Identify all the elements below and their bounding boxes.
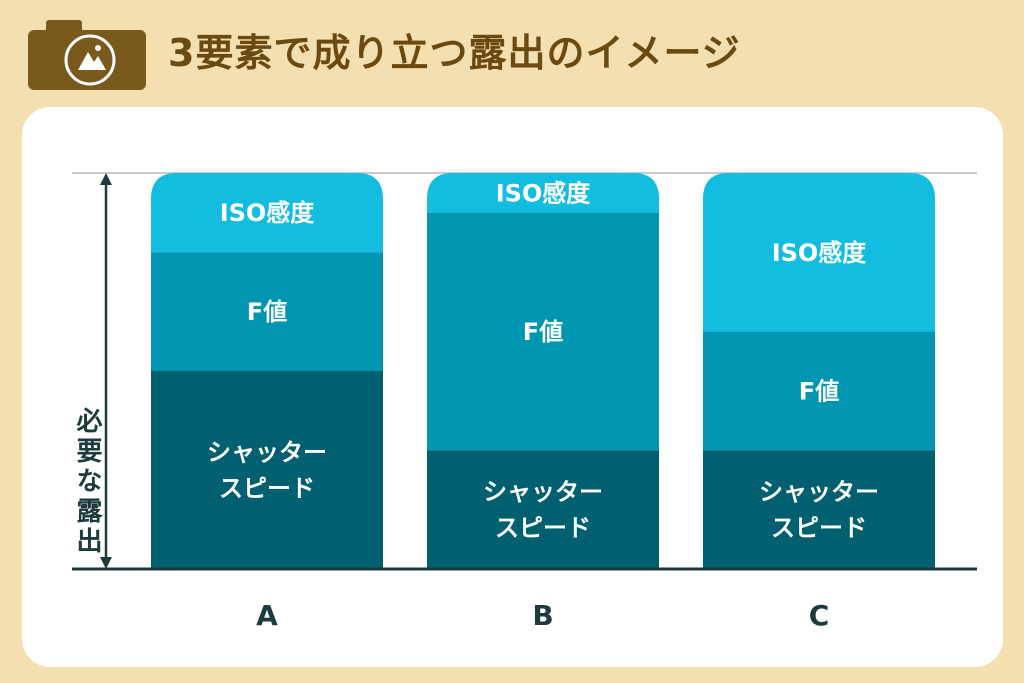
bar-segment-label: スピード xyxy=(771,514,867,542)
camera-logo-icon xyxy=(28,20,146,90)
bar-segment-c-0 xyxy=(703,450,935,569)
bar-segment-label: スピード xyxy=(495,514,591,542)
bar-segment-label: シャッター xyxy=(207,439,327,467)
category-label-a: A xyxy=(256,599,278,632)
y-axis-label: 必要な露出 xyxy=(72,407,102,557)
bar-segment-a-1 xyxy=(151,252,383,371)
bar-segment-label: ISO感度 xyxy=(220,199,316,227)
bar-segment-b-0 xyxy=(427,450,659,569)
bar-segment-b-1 xyxy=(427,212,659,451)
category-label-b: B xyxy=(532,599,553,632)
bar-segment-label: シャッター xyxy=(483,478,603,506)
arrow-up-icon xyxy=(100,173,112,185)
category-label-c: C xyxy=(809,599,830,632)
bar-segment-label: F値 xyxy=(247,298,287,326)
bar-segment-label: シャッター xyxy=(759,478,879,506)
bar-segment-c-2 xyxy=(703,173,935,332)
bar-segment-a-0 xyxy=(151,371,383,569)
bar-segment-a-2 xyxy=(151,173,383,253)
page-title: 3要素で成り立つ露出のイメージ xyxy=(168,31,741,75)
header: 3要素で成り立つ露出のイメージ xyxy=(0,0,1024,100)
bar-segment-label: ISO感度 xyxy=(772,239,868,267)
arrow-down-icon xyxy=(100,557,112,569)
stacked-bar-chart: シャッタースピードF値ISO感度AシャッタースピードF値ISO感度Bシャッタース… xyxy=(72,172,977,632)
bar-segment-c-1 xyxy=(703,331,935,451)
bar-segment-label: F値 xyxy=(799,377,839,405)
bar-segment-label: ISO感度 xyxy=(496,179,592,207)
bar-segment-label: スピード xyxy=(219,475,315,503)
bar-segment-b-2 xyxy=(427,173,659,213)
chart-card: シャッター スピード F値 ISO感度 A シャッター スピード F値 ISO感度 B シャッタース… xyxy=(22,107,1003,667)
bar-segment-label: F値 xyxy=(523,318,563,346)
